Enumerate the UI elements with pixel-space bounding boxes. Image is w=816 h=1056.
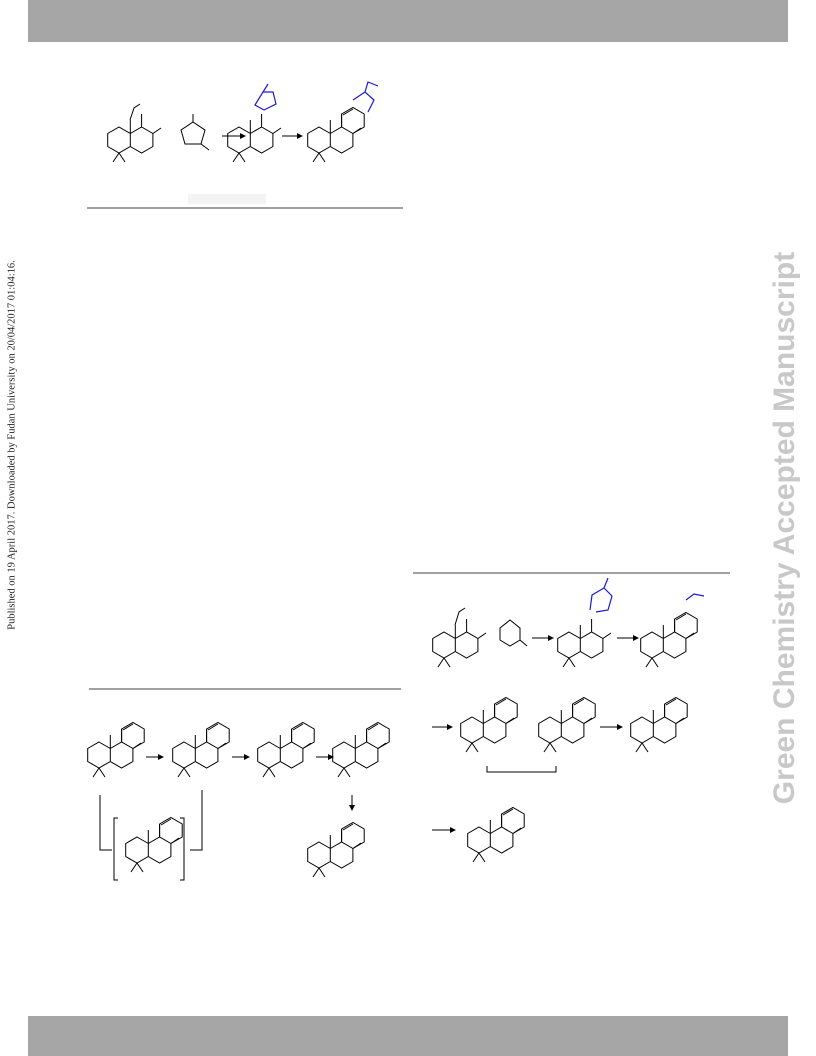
bond: [589, 577, 613, 613]
bond: [352, 81, 379, 113]
structure: [557, 618, 612, 668]
structure: [308, 108, 365, 163]
structure: [227, 113, 282, 163]
bond: [129, 103, 141, 121]
header-bar: [28, 0, 788, 42]
bond: [454, 607, 528, 647]
structure: [126, 818, 183, 873]
structure: [333, 723, 390, 778]
bracket: [99, 790, 203, 881]
structure: [88, 723, 145, 778]
structure: [631, 698, 688, 753]
structure: [180, 113, 210, 151]
structure: [641, 613, 698, 668]
structure: [539, 698, 596, 753]
structure: [107, 113, 162, 163]
bond: [254, 83, 277, 111]
caption-bg: [188, 194, 266, 204]
structure: [308, 823, 365, 878]
structure: [173, 723, 230, 778]
bracket: [486, 766, 557, 773]
structure: [258, 723, 315, 778]
structure: [461, 698, 518, 753]
bond: [685, 593, 705, 601]
structure: [468, 808, 525, 863]
footer-bar: [28, 1016, 788, 1056]
structure: [432, 618, 487, 668]
